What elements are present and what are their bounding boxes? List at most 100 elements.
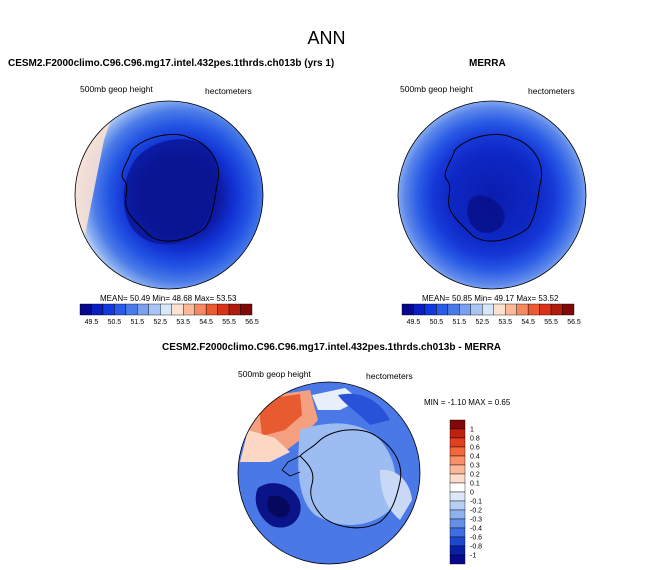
obs-colorbar-box xyxy=(562,303,575,316)
model-colorbar: 49.5 50.5 51.5 52.5 53.5 54.5 55.5 56.5 xyxy=(79,303,259,326)
model-colorbar-tick-label: 49.5 xyxy=(85,319,99,326)
obs-colorbar-tick-label: 56.5 xyxy=(567,319,581,326)
obs-colorbar-box xyxy=(470,303,483,316)
model-colorbar-tick-label: 55.5 xyxy=(222,319,236,326)
obs-max-label: Max= xyxy=(516,294,537,303)
obs-mean-label: MEAN= xyxy=(422,294,450,303)
diff-colorbar-tick-label: 0.1 xyxy=(470,481,480,488)
model-colorbar-tick-label: 53.5 xyxy=(176,319,190,326)
obs-colorbar-tick-label: 55.5 xyxy=(544,319,558,326)
diff-colorbar-box xyxy=(449,464,466,475)
obs-colorbar-tick-label: 54.5 xyxy=(521,319,535,326)
obs-mean-value: 50.85 xyxy=(452,294,473,303)
model-colorbar-box xyxy=(205,303,218,316)
diff-colorbar-box xyxy=(449,473,466,484)
diff-colorbar-box xyxy=(449,446,466,457)
model-min-value: 48.68 xyxy=(172,294,193,303)
diff-map xyxy=(237,381,421,565)
model-colorbar-box xyxy=(171,303,184,316)
obs-max-value: 53.52 xyxy=(538,294,559,303)
diff-colorbar-tick-label: 0.4 xyxy=(470,454,480,461)
model-colorbar-box xyxy=(91,303,104,316)
obs-colorbar-box xyxy=(505,303,517,316)
diff-colorbar-tick-label: 0.6 xyxy=(470,445,480,452)
diff-units-label: hectometers xyxy=(366,371,413,381)
diff-colorbar-box xyxy=(449,536,466,547)
obs-colorbar-tick-label: 53.5 xyxy=(498,319,512,326)
obs-colorbar-tick-label: 50.5 xyxy=(430,319,444,326)
diff-colorbar-box xyxy=(449,455,466,466)
diff-colorbar-tick-label: -0.1 xyxy=(470,499,482,506)
model-colorbar-box xyxy=(194,303,207,316)
diff-colorbar-tick-label: -1 xyxy=(470,553,476,560)
diff-colorbar-box xyxy=(449,527,466,538)
model-colorbar-box xyxy=(79,303,92,316)
diff-colorbar-box xyxy=(449,509,466,520)
model-colorbar-tick-label: 51.5 xyxy=(131,319,145,326)
diff-panel-title: CESM2.F2000climo.C96.C96.mg17.intel.432p… xyxy=(162,342,502,353)
obs-colorbar-box xyxy=(516,303,529,316)
diff-colorbar-box xyxy=(449,428,466,439)
model-stats: MEAN= 50.49 Min= 48.68 Max= 53.53 xyxy=(100,294,236,303)
diff-stats-text: MIN = -1.10 MAX = 0.65 xyxy=(424,398,511,407)
model-max-label: Max= xyxy=(194,294,215,303)
diff-colorbar-tick-label: 0.2 xyxy=(470,472,480,479)
model-colorbar-tick-label: 54.5 xyxy=(199,319,213,326)
obs-colorbar-box xyxy=(482,303,494,316)
diff-colorbar-tick-label: 0.3 xyxy=(470,463,480,470)
obs-units-label: hectometers xyxy=(528,86,575,96)
model-colorbar-tick-label: 50.5 xyxy=(108,319,122,326)
diff-colorbar-box xyxy=(449,554,466,565)
obs-stats: MEAN= 50.85 Min= 49.17 Max= 53.52 xyxy=(422,294,558,303)
obs-map xyxy=(397,100,587,290)
obs-colorbar-box xyxy=(539,303,552,316)
obs-colorbar: 49.5 50.5 51.5 52.5 53.5 54.5 55.5 56.5 xyxy=(401,303,581,326)
model-units-label: hectometers xyxy=(205,86,252,96)
page-title: ANN xyxy=(307,28,346,48)
diff-colorbar-box xyxy=(449,419,466,430)
obs-colorbar-box xyxy=(447,303,460,316)
diff-colorbar-tick-label: -0.6 xyxy=(470,535,482,542)
obs-colorbar-box xyxy=(459,303,472,316)
diff-colorbar-tick-label: -0.2 xyxy=(470,508,482,515)
diff-colorbar-tick-label: -0.8 xyxy=(470,544,482,551)
diff-colorbar-tick-label: -0.3 xyxy=(470,517,482,524)
model-colorbar-tick-label: 56.5 xyxy=(245,319,259,326)
diff-colorbar-tick-label: 1 xyxy=(470,427,474,434)
obs-min-label: Min= xyxy=(474,294,492,303)
obs-colorbar-tick-label: 52.5 xyxy=(475,319,489,326)
diff-colorbar-tick-label: 0.8 xyxy=(470,436,480,443)
model-colorbar-box xyxy=(182,303,195,316)
model-max-value: 53.53 xyxy=(216,294,237,303)
model-map xyxy=(74,100,264,290)
obs-colorbar-box xyxy=(493,303,506,316)
diff-colorbar-tick-label: -0.4 xyxy=(470,526,482,533)
model-colorbar-box xyxy=(102,303,115,316)
obs-colorbar-tick-label: 51.5 xyxy=(453,319,467,326)
model-panel-title: CESM2.F2000climo.C96.C96.mg17.intel.432p… xyxy=(8,58,335,69)
obs-colorbar-box xyxy=(413,303,426,316)
model-colorbar-box xyxy=(137,303,149,316)
model-mean-value: 50.49 xyxy=(130,294,151,303)
model-colorbar-box xyxy=(125,303,138,316)
model-variable-label: 500mb geop height xyxy=(80,84,153,94)
model-colorbar-box xyxy=(240,303,253,316)
model-colorbar-box xyxy=(148,303,161,316)
obs-colorbar-box xyxy=(527,303,540,316)
diff-colorbar-box xyxy=(449,437,466,448)
diff-colorbar-box xyxy=(449,545,466,556)
diff-colorbar-box xyxy=(449,482,466,493)
obs-min-value: 49.17 xyxy=(494,294,515,303)
model-min-label: Min= xyxy=(152,294,170,303)
diff-variable-label: 500mb geop height xyxy=(238,369,311,379)
model-colorbar-box xyxy=(114,303,127,316)
model-mean-label: MEAN= xyxy=(100,294,128,303)
diff-colorbar-box xyxy=(449,518,466,529)
obs-panel-title: MERRA xyxy=(469,58,506,69)
model-colorbar-box xyxy=(217,303,230,316)
diff-colorbar: 1 0.8 0.6 0.4 0.3 0.2 0.1 0 -0.1 -0.2 -0.3 -0.4 -0.6… xyxy=(449,419,482,565)
obs-colorbar-tick-label: 49.5 xyxy=(407,319,421,326)
diff-colorbar-tick-label: 0 xyxy=(470,490,474,497)
obs-colorbar-box xyxy=(401,303,414,316)
